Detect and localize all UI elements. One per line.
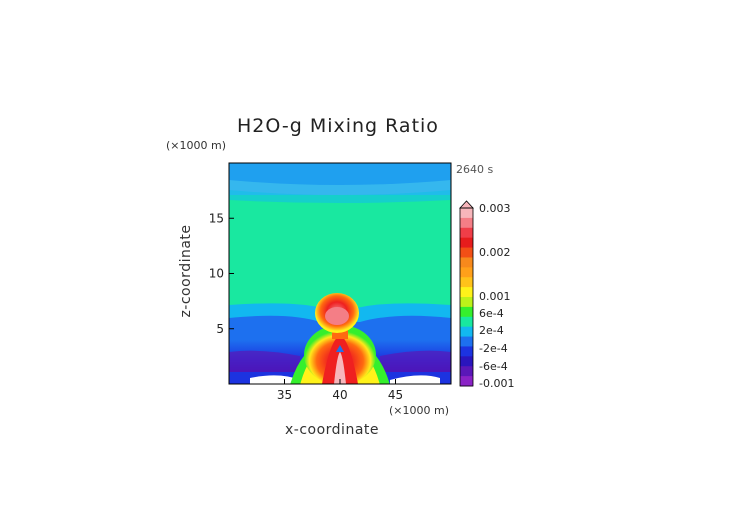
colorbar-label: -2e-4 xyxy=(479,342,508,355)
y-tick-label: 10 xyxy=(209,267,224,281)
colorbar-label: 0.002 xyxy=(479,246,511,259)
time-label: 2640 s xyxy=(456,163,494,176)
colorbar-swatch xyxy=(460,326,473,338)
heatmap-field xyxy=(229,163,451,384)
x-axis-multiplier: (×1000 m) xyxy=(389,404,450,417)
y-tick-label: 5 xyxy=(216,322,224,336)
colorbar-swatch xyxy=(460,336,473,347)
colorbar-swatch xyxy=(460,376,473,387)
colorbar-swatch xyxy=(460,306,473,318)
x-tick-label: 45 xyxy=(388,388,403,402)
colorbar-swatch xyxy=(460,257,473,268)
colorbar-label: 0.001 xyxy=(479,290,511,303)
y-axis-multiplier: (×1000 m) xyxy=(166,139,227,152)
x-axis-label: x-coordinate xyxy=(285,422,380,438)
colorbar-swatch xyxy=(460,287,473,298)
colorbar-swatch xyxy=(460,217,473,229)
colorbar-frame xyxy=(459,207,474,387)
colorbar-label: 2e-4 xyxy=(479,324,504,337)
chart-title: H2O-g Mixing Ratio xyxy=(237,115,439,137)
colorbar-swatch xyxy=(460,208,473,219)
colorbar-swatch xyxy=(460,247,473,258)
colorbar-swatch xyxy=(460,316,473,328)
colorbar-swatch xyxy=(460,277,473,288)
colorbar-label: -0.001 xyxy=(479,377,514,390)
colorbar: 0.003 0.002 0.001 6e-4 2e-4 -2e-4 -6e-4 -0.001 xyxy=(459,200,514,390)
colorbar-swatch xyxy=(460,366,473,377)
x-tick-label: 40 xyxy=(332,388,347,402)
colorbar-overflow-arrow xyxy=(459,200,474,209)
colorbar-label: -6e-4 xyxy=(479,360,508,373)
axis-ticks: 35 40 45 5 10 15 xyxy=(209,211,403,402)
colorbar-swatch xyxy=(460,356,473,367)
x-tick-label: 35 xyxy=(277,388,292,402)
colorbar-swatch xyxy=(460,297,473,308)
colorbar-label: 6e-4 xyxy=(479,307,504,320)
colorbar-swatch xyxy=(460,346,473,357)
colorbar-label: 0.003 xyxy=(479,202,511,215)
colorbar-swatch xyxy=(460,267,473,278)
colorbar-swatch xyxy=(460,237,473,249)
y-tick-label: 15 xyxy=(209,211,224,225)
colorbar-swatch xyxy=(460,227,473,239)
